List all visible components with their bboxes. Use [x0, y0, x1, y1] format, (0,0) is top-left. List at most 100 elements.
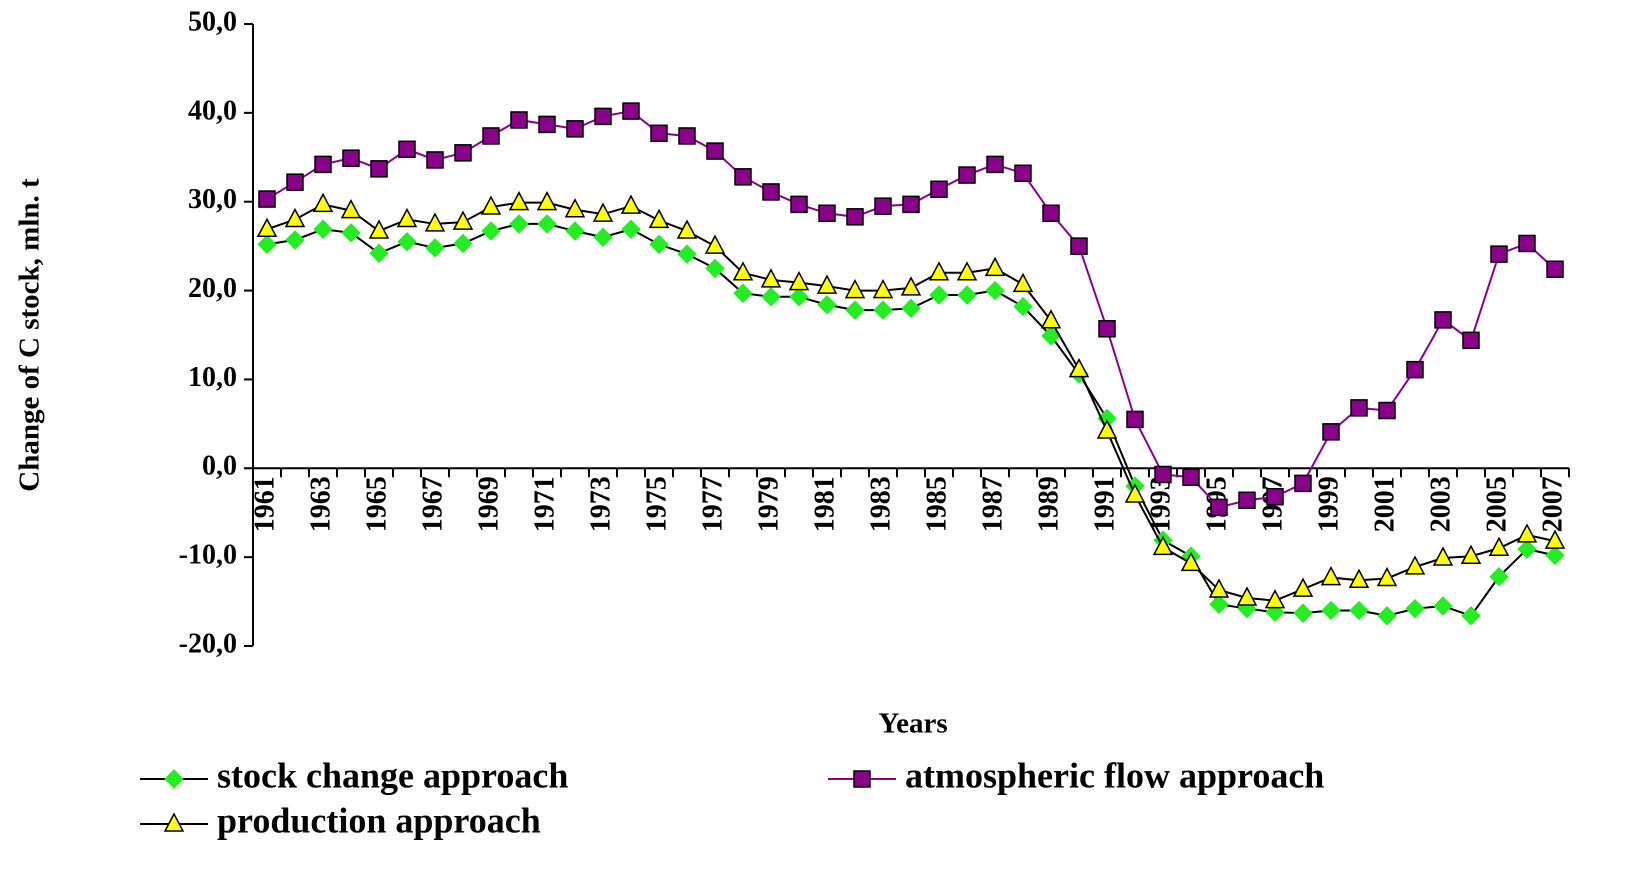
x-tick-label: 1987: [977, 476, 1008, 532]
marker: [452, 210, 474, 230]
marker: [790, 195, 808, 214]
x-tick-label: 1961: [249, 476, 280, 532]
marker: [929, 285, 949, 305]
marker: [1516, 523, 1538, 543]
marker: [368, 219, 390, 239]
marker: [341, 223, 361, 243]
x-tick-label: 1977: [697, 476, 728, 532]
marker: [705, 258, 725, 279]
x-tick-label: 1975: [641, 476, 672, 532]
x-tick-label: 2001: [1369, 476, 1400, 532]
marker: [1376, 566, 1398, 587]
marker: [900, 276, 922, 296]
x-tick-label: 2003: [1425, 476, 1456, 532]
marker: [1124, 483, 1146, 503]
marker: [902, 195, 920, 214]
marker: [706, 142, 724, 160]
y-tick-label: 0,0: [202, 451, 237, 482]
marker: [1545, 545, 1565, 566]
marker: [480, 195, 502, 215]
marker: [1126, 410, 1144, 429]
marker: [1040, 309, 1062, 329]
marker: [1461, 606, 1481, 626]
marker: [286, 173, 304, 191]
marker: [733, 283, 753, 303]
marker: [258, 190, 276, 208]
y-tick-label: 40,0: [188, 95, 237, 126]
legend-label: production approach: [217, 800, 541, 840]
marker: [1180, 551, 1202, 572]
marker: [1042, 204, 1060, 223]
marker: [508, 190, 530, 211]
marker: [1208, 578, 1230, 598]
marker: [818, 204, 836, 223]
marker: [734, 168, 752, 186]
marker: [872, 278, 894, 299]
marker: [1377, 606, 1397, 626]
marker: [676, 219, 698, 239]
x-tick-label: 1969: [473, 476, 504, 532]
marker: [1182, 468, 1200, 486]
marker: [1014, 164, 1032, 183]
marker: [1489, 566, 1509, 587]
marker: [398, 140, 416, 159]
marker: [1070, 237, 1088, 255]
marker: [984, 256, 1006, 277]
marker: [1517, 539, 1537, 559]
marker: [1546, 260, 1564, 278]
y-axis-title: Change of C stock, mln. t: [14, 178, 46, 492]
marker: [1152, 535, 1174, 556]
marker: [874, 197, 892, 215]
x-tick-label: 1989: [1033, 476, 1064, 532]
marker: [256, 217, 278, 238]
marker: [985, 280, 1005, 301]
marker: [566, 120, 584, 138]
marker: [1321, 600, 1341, 621]
x-tick-label: 1973: [585, 476, 616, 532]
marker: [312, 192, 334, 213]
marker: [538, 115, 556, 134]
marker: [957, 285, 977, 305]
marker: [622, 102, 640, 120]
y-tick-label: -10,0: [179, 540, 237, 571]
marker: [314, 155, 332, 174]
marker: [1238, 491, 1256, 510]
marker: [844, 278, 866, 299]
marker: [592, 202, 614, 222]
marker: [1518, 234, 1536, 253]
marker: [1264, 589, 1286, 609]
marker: [1462, 331, 1480, 350]
x-axis-title: Years: [878, 708, 947, 740]
marker: [424, 212, 446, 232]
marker: [426, 151, 444, 169]
marker: [1322, 423, 1340, 441]
marker: [817, 295, 837, 315]
marker: [650, 124, 668, 143]
marker: [816, 274, 838, 294]
marker: [1406, 360, 1424, 379]
marker: [425, 238, 445, 258]
marker: [1294, 474, 1312, 493]
y-tick-label: 20,0: [188, 273, 237, 304]
marker: [396, 207, 418, 228]
marker: [1544, 529, 1566, 549]
marker: [762, 183, 780, 201]
marker: [621, 219, 641, 239]
marker: [648, 208, 670, 229]
marker: [986, 155, 1004, 174]
marker: [284, 207, 306, 228]
y-tick-label: 10,0: [188, 362, 237, 393]
marker: [761, 287, 781, 307]
marker: [1292, 577, 1314, 597]
marker: [649, 234, 669, 255]
x-tick-label: 1967: [417, 476, 448, 532]
marker: [593, 227, 613, 247]
marker: [1432, 546, 1454, 566]
marker: [956, 261, 978, 281]
marker: [536, 190, 558, 211]
marker: [163, 812, 185, 832]
marker: [901, 298, 921, 319]
marker: [846, 208, 864, 226]
marker: [257, 234, 277, 255]
